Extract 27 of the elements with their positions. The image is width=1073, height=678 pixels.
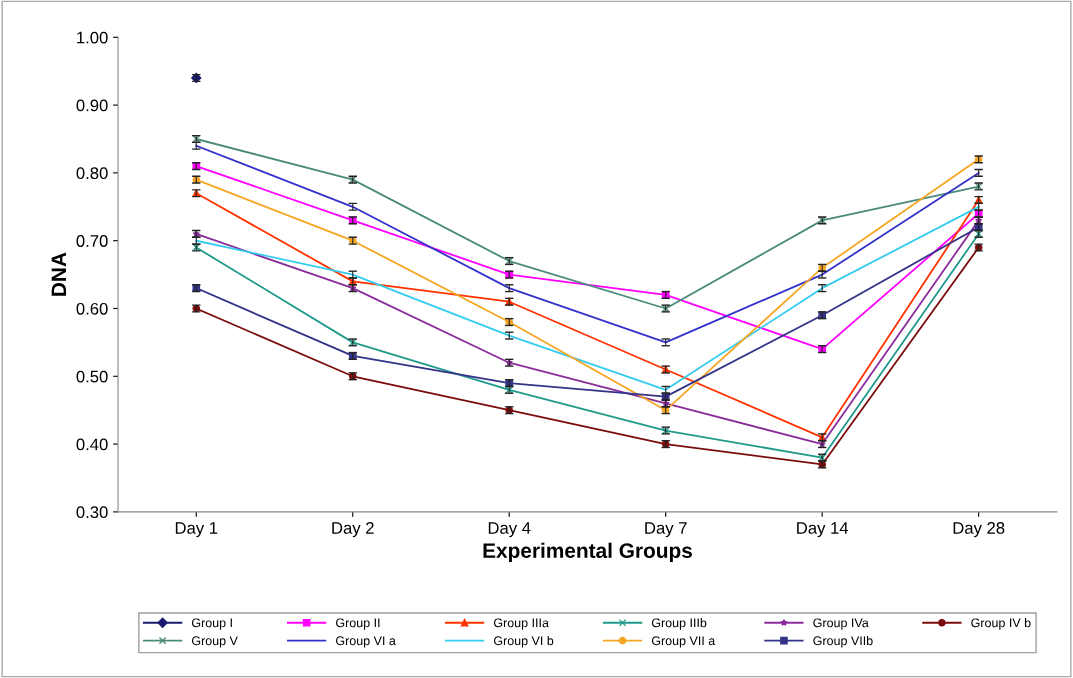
y-tick-label: 0.40 (76, 438, 108, 451)
x-tick-label: Day 14 (797, 522, 849, 538)
y-tick-label: 0.30 (76, 506, 108, 519)
x-tick-label: Day 2 (332, 522, 374, 538)
y-tick-label: 0.50 (76, 370, 108, 383)
x-tick-label: Day 28 (953, 522, 1005, 538)
legend-label: Group V (191, 636, 238, 648)
legend-label: Group VI b (493, 635, 554, 648)
y-axis-title: DNA (51, 252, 66, 296)
x-axis-title: Experimental Groups (483, 542, 692, 563)
x-tick-label: Day 7 (645, 522, 687, 538)
y-tick-label: 0.60 (76, 302, 108, 315)
y-tick-label: 0.70 (76, 235, 108, 247)
legend-label: Group IVa (813, 618, 869, 630)
legend-label: Group IIIb (651, 618, 707, 630)
y-tick-label: 0.90 (76, 99, 108, 112)
x-tick-label: Day 1 (175, 522, 218, 538)
legend-label: Group I (191, 618, 232, 630)
legend-label: Group VIIb (813, 635, 873, 648)
legend-label: Group IIIa (493, 618, 549, 630)
y-tick-label: 1.00 (77, 31, 108, 44)
y-tick-label: 0.80 (76, 167, 108, 180)
legend-label: Group VI a (336, 636, 396, 648)
x-tick-label: Day 4 (488, 522, 531, 538)
legend-label: Group IV b (971, 618, 1031, 630)
legend-label: Group II (336, 618, 380, 630)
legend-label: Group VII a (651, 636, 716, 648)
